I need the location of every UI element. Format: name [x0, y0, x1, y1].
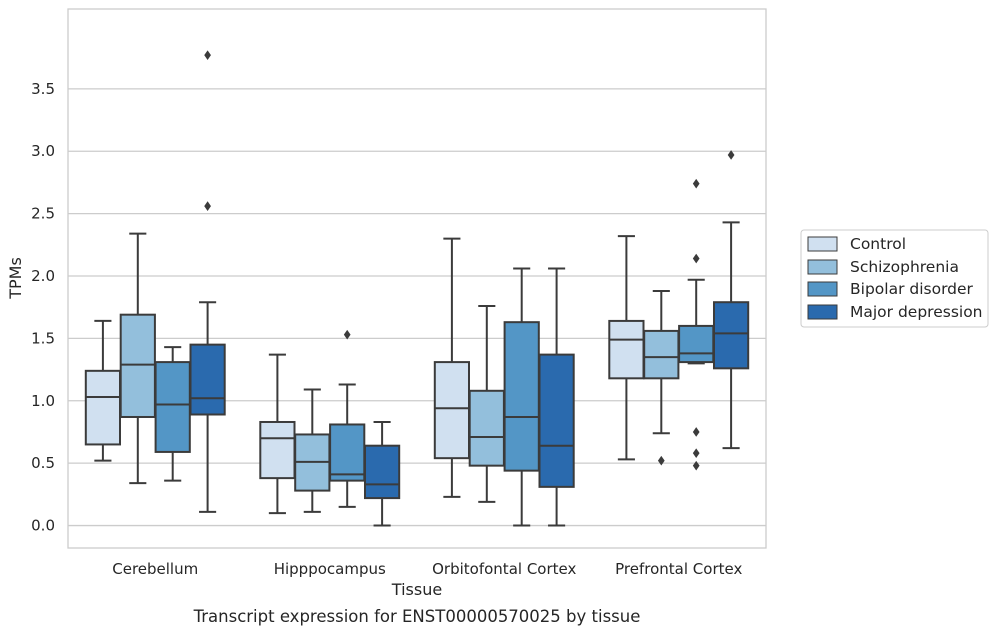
box: [712, 150, 750, 450]
outlier-point: [692, 460, 700, 471]
outlier-point: [204, 50, 211, 60]
box-series: [84, 50, 750, 527]
box: [329, 329, 366, 508]
outlier-point: [727, 150, 735, 160]
legend-swatch-control: [807, 236, 838, 252]
box: [433, 237, 471, 498]
y-axis-title: TPMs: [6, 257, 25, 300]
y-tick-label: 3.0: [31, 142, 55, 160]
y-tick-label: 3.5: [31, 80, 55, 98]
y-tick-label: 0.0: [31, 517, 55, 535]
series-schizophrenia: [119, 232, 680, 513]
box: [538, 267, 575, 527]
x-tick-label: Cerebellum: [112, 560, 198, 578]
x-axis-title: Tissue: [391, 580, 442, 599]
box: [608, 235, 645, 461]
box: [678, 178, 715, 471]
y-tick-label: 1.5: [31, 329, 55, 347]
y-tick-label: 0.5: [31, 454, 55, 472]
legend-frame: [800, 229, 989, 328]
y-axis-tick-labels: 0.0 0.5 1.0 1.5 2.0 2.5 3.0 3.5: [31, 80, 55, 535]
box-body: [329, 423, 366, 482]
outlier-point: [692, 427, 700, 437]
box: [503, 267, 540, 527]
outlier-point: [692, 253, 700, 264]
legend-item-bipolar-disorder: Bipolar disorder: [807, 280, 974, 298]
box-body: [678, 324, 715, 364]
box-body: [84, 369, 122, 446]
box-body: [154, 361, 191, 453]
box-body: [433, 361, 471, 460]
y-tick-label: 2.0: [31, 267, 55, 285]
series-control: [84, 235, 645, 515]
outlier-point: [657, 455, 665, 466]
box-body: [468, 389, 505, 467]
y-tick-label: 1.0: [31, 392, 55, 410]
box-body: [259, 420, 296, 480]
box: [84, 319, 122, 462]
chart-caption: Transcript expression for ENST0000057002…: [193, 607, 641, 626]
outlier-point: [692, 448, 700, 459]
box-body: [608, 319, 645, 380]
plot-frame: [67, 8, 767, 549]
legend-label-schizophrenia: Schizophrenia: [850, 258, 959, 276]
x-tick-label: Orbitofontal Cortex: [432, 560, 576, 578]
y-tick-label: 2.5: [31, 205, 55, 223]
box: [643, 289, 680, 466]
box-body: [538, 353, 575, 488]
box-body: [712, 301, 750, 370]
box-body: [363, 444, 401, 500]
legend-swatch-bipolar-disorder: [807, 281, 838, 297]
legend-item-schizophrenia: Schizophrenia: [807, 258, 959, 276]
legend-label-major-depression: Major depression: [850, 303, 983, 321]
legend-item-major-depression: Major depression: [807, 303, 983, 321]
series-major-depression: [189, 50, 750, 527]
legend-swatch-major-depression: [807, 304, 838, 320]
box: [363, 420, 401, 527]
legend-label-bipolar-disorder: Bipolar disorder: [850, 280, 974, 298]
box: [468, 304, 505, 503]
outlier-point: [343, 329, 351, 340]
box: [189, 50, 226, 513]
box-body: [189, 343, 226, 416]
x-tick-label: Hipppocampus: [274, 560, 386, 578]
x-tick-label: Prefrontal Cortex: [615, 560, 742, 578]
box: [154, 346, 191, 482]
x-axis-tick-labels: Cerebellum Hipppocampus Orbitofontal Corte…: [112, 560, 742, 578]
legend-swatch-schizophrenia: [807, 259, 838, 275]
box-body: [119, 313, 156, 418]
legend-label-control: Control: [850, 235, 906, 253]
box-body: [643, 329, 680, 380]
legend: Control Schizophrenia Bipolar disorder M…: [800, 229, 989, 328]
box: [294, 388, 331, 513]
box: [259, 353, 296, 515]
outlier-point: [204, 201, 211, 211]
outlier-point: [692, 178, 700, 189]
legend-item-control: Control: [807, 235, 906, 253]
box: [119, 232, 156, 485]
box-body: [503, 321, 540, 472]
series-bipolar-disorder: [154, 178, 715, 527]
